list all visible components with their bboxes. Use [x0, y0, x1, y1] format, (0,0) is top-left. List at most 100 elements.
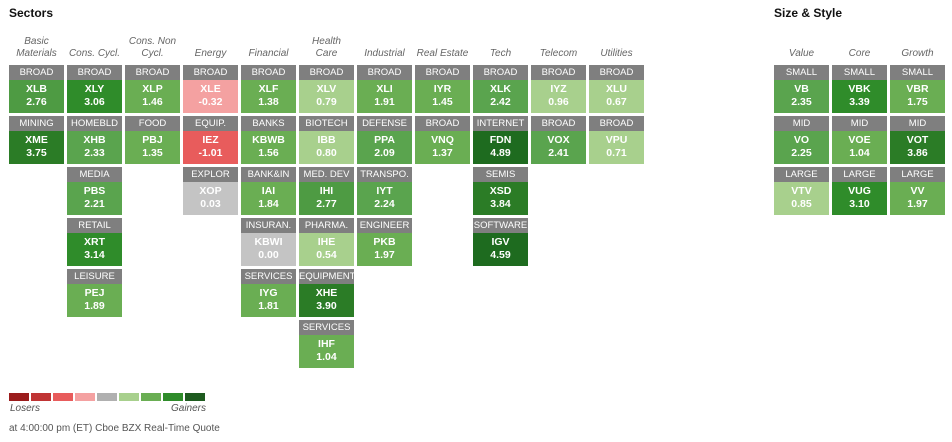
etf-tile[interactable]: SMALL VBR 1.75: [890, 65, 945, 113]
etf-tile[interactable]: DEFENSE PPA 2.09: [357, 116, 412, 164]
etf-quote-box[interactable]: IHE 0.54: [299, 233, 354, 266]
etf-tile[interactable]: MID VOT 3.86: [890, 116, 945, 164]
etf-ticker[interactable]: XLP: [142, 83, 163, 95]
etf-tile[interactable]: SERVICES IHF 1.04: [299, 320, 354, 368]
etf-ticker[interactable]: IBB: [317, 134, 336, 146]
etf-ticker[interactable]: VO: [793, 134, 810, 146]
etf-ticker[interactable]: XLB: [26, 83, 47, 95]
etf-quote-box[interactable]: PBS 2.21: [67, 182, 122, 215]
etf-tile[interactable]: BROAD XLF 1.38: [241, 65, 296, 113]
etf-tile[interactable]: BROAD XLP 1.46: [125, 65, 180, 113]
etf-tile[interactable]: BROAD XLI 1.91: [357, 65, 412, 113]
etf-ticker[interactable]: IGV: [491, 236, 510, 248]
etf-ticker[interactable]: VBR: [906, 83, 929, 95]
etf-quote-box[interactable]: VB 2.35: [774, 80, 829, 113]
etf-tile[interactable]: BROAD XLV 0.79: [299, 65, 354, 113]
etf-tile[interactable]: SERVICES IYG 1.81: [241, 269, 296, 317]
etf-tile[interactable]: LARGE VTV 0.85: [774, 167, 829, 215]
etf-tile[interactable]: LARGE VV 1.97: [890, 167, 945, 215]
etf-quote-box[interactable]: PBJ 1.35: [125, 131, 180, 164]
etf-quote-box[interactable]: VBK 3.39: [832, 80, 887, 113]
etf-ticker[interactable]: VTV: [791, 185, 812, 197]
etf-tile[interactable]: SEMIS XSD 3.84: [473, 167, 528, 215]
etf-ticker[interactable]: IYZ: [550, 83, 567, 95]
etf-ticker[interactable]: VV: [910, 185, 925, 197]
etf-tile[interactable]: BROAD VOX 2.41: [531, 116, 586, 164]
etf-quote-box[interactable]: IYG 1.81: [241, 284, 296, 317]
etf-quote-box[interactable]: VUG 3.10: [832, 182, 887, 215]
etf-tile[interactable]: MEDIA PBS 2.21: [67, 167, 122, 215]
etf-tile[interactable]: MID VO 2.25: [774, 116, 829, 164]
etf-tile[interactable]: BROAD VPU 0.71: [589, 116, 644, 164]
etf-tile[interactable]: HOMEBLD XHB 2.33: [67, 116, 122, 164]
etf-tile[interactable]: EQUIP. IEZ -1.01: [183, 116, 238, 164]
etf-tile[interactable]: LEISURE PEJ 1.89: [67, 269, 122, 317]
etf-tile[interactable]: SMALL VBK 3.39: [832, 65, 887, 113]
etf-quote-box[interactable]: XLV 0.79: [299, 80, 354, 113]
etf-ticker[interactable]: KBWB: [252, 134, 285, 146]
etf-tile[interactable]: EQUIPMENT XHE 3.90: [299, 269, 354, 317]
etf-quote-box[interactable]: KBWI 0.00: [241, 233, 296, 266]
etf-tile[interactable]: INTERNET FDN 4.89: [473, 116, 528, 164]
etf-quote-box[interactable]: IHF 1.04: [299, 335, 354, 368]
etf-ticker[interactable]: XHB: [83, 134, 106, 146]
etf-ticker[interactable]: VOT: [906, 134, 929, 146]
etf-quote-box[interactable]: XOP 0.03: [183, 182, 238, 215]
etf-ticker[interactable]: KBWI: [254, 236, 283, 248]
etf-tile[interactable]: BROAD XLY 3.06: [67, 65, 122, 113]
etf-ticker[interactable]: XLK: [490, 83, 511, 95]
etf-ticker[interactable]: IHI: [319, 185, 334, 197]
etf-ticker[interactable]: IAI: [261, 185, 276, 197]
etf-tile[interactable]: BROAD VNQ 1.37: [415, 116, 470, 164]
etf-ticker[interactable]: VPU: [605, 134, 628, 146]
etf-quote-box[interactable]: XRT 3.14: [67, 233, 122, 266]
etf-ticker[interactable]: XOP: [199, 185, 222, 197]
etf-quote-box[interactable]: PEJ 1.89: [67, 284, 122, 317]
etf-tile[interactable]: BANKS KBWB 1.56: [241, 116, 296, 164]
etf-quote-box[interactable]: VOT 3.86: [890, 131, 945, 164]
etf-tile[interactable]: PHARMA. IHE 0.54: [299, 218, 354, 266]
etf-quote-box[interactable]: VOE 1.04: [832, 131, 887, 164]
etf-tile[interactable]: BROAD XLE -0.32: [183, 65, 238, 113]
etf-quote-box[interactable]: XLP 1.46: [125, 80, 180, 113]
etf-tile[interactable]: MID VOE 1.04: [832, 116, 887, 164]
etf-quote-box[interactable]: PPA 2.09: [357, 131, 412, 164]
etf-ticker[interactable]: XLV: [316, 83, 337, 95]
etf-ticker[interactable]: IHE: [317, 236, 336, 248]
etf-ticker[interactable]: FDN: [489, 134, 512, 146]
etf-ticker[interactable]: XME: [25, 134, 48, 146]
etf-quote-box[interactable]: IAI 1.84: [241, 182, 296, 215]
etf-quote-box[interactable]: KBWB 1.56: [241, 131, 296, 164]
etf-quote-box[interactable]: VTV 0.85: [774, 182, 829, 215]
etf-ticker[interactable]: IYR: [433, 83, 452, 95]
etf-quote-box[interactable]: VPU 0.71: [589, 131, 644, 164]
etf-tile[interactable]: MED. DEV IHI 2.77: [299, 167, 354, 215]
etf-tile[interactable]: LARGE VUG 3.10: [832, 167, 887, 215]
etf-ticker[interactable]: IYG: [259, 287, 278, 299]
etf-ticker[interactable]: XLF: [258, 83, 279, 95]
etf-tile[interactable]: BANK&IN IAI 1.84: [241, 167, 296, 215]
etf-ticker[interactable]: VUG: [848, 185, 871, 197]
etf-quote-box[interactable]: XLF 1.38: [241, 80, 296, 113]
etf-ticker[interactable]: PBJ: [142, 134, 163, 146]
etf-ticker[interactable]: XSD: [489, 185, 512, 197]
etf-tile[interactable]: BROAD IYR 1.45: [415, 65, 470, 113]
etf-tile[interactable]: INSURAN. KBWI 0.00: [241, 218, 296, 266]
etf-ticker[interactable]: PBS: [83, 185, 106, 197]
etf-quote-box[interactable]: IYT 2.24: [357, 182, 412, 215]
etf-quote-box[interactable]: VOX 2.41: [531, 131, 586, 164]
etf-quote-box[interactable]: IEZ -1.01: [183, 131, 238, 164]
etf-ticker[interactable]: IHF: [318, 338, 335, 350]
etf-ticker[interactable]: XHE: [315, 287, 338, 299]
etf-ticker[interactable]: PEJ: [84, 287, 105, 299]
etf-quote-box[interactable]: IBB 0.80: [299, 131, 354, 164]
etf-tile[interactable]: MINING XME 3.75: [9, 116, 64, 164]
etf-ticker[interactable]: XLI: [376, 83, 393, 95]
etf-quote-box[interactable]: VO 2.25: [774, 131, 829, 164]
etf-ticker[interactable]: VOX: [547, 134, 570, 146]
etf-tile[interactable]: BROAD XLB 2.76: [9, 65, 64, 113]
etf-ticker[interactable]: VB: [794, 83, 809, 95]
etf-ticker[interactable]: VBK: [848, 83, 871, 95]
etf-tile[interactable]: SOFTWARE IGV 4.59: [473, 218, 528, 266]
etf-tile[interactable]: BIOTECH IBB 0.80: [299, 116, 354, 164]
